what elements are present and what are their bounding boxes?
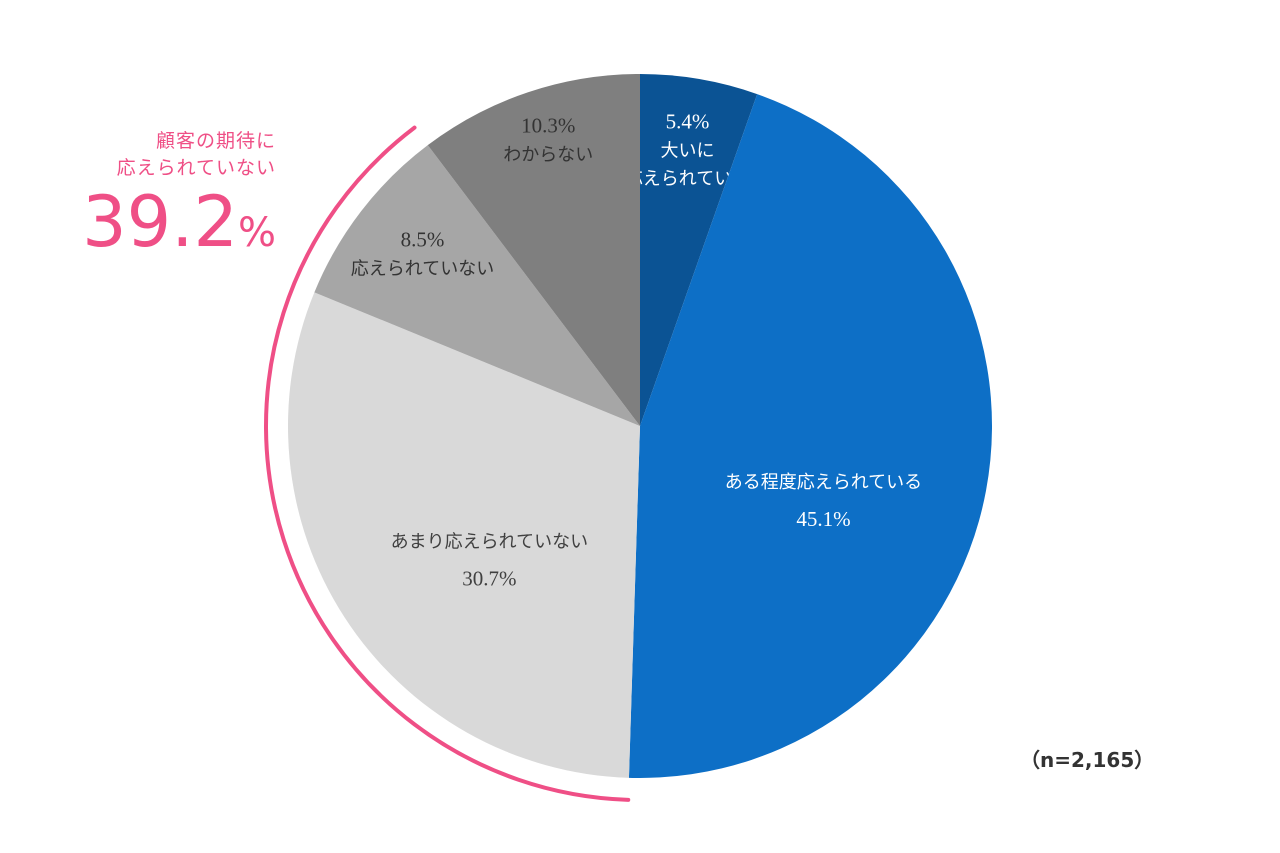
sample-size-note: （n=2,165） (1020, 748, 1155, 772)
slice-category-label: わからない (503, 144, 593, 165)
slice-category-label: 応えられている (625, 168, 750, 189)
slice-label-group: 8.5% 応えられていない (351, 227, 494, 279)
pie-slice (288, 292, 640, 778)
slice-value-label: 10.3% (521, 113, 575, 137)
callout-number: 39.2 (82, 181, 238, 263)
slice-label-group: ある程度応えられている 45.1% (725, 472, 922, 531)
slice-category-label: 大いに (661, 140, 715, 161)
callout-bracket-arc (264, 125, 631, 802)
slice-label-group: あまり応えられていない 30.7% (391, 532, 588, 591)
pie-slice (628, 94, 993, 778)
callout-label-line2: 応えられていない (116, 157, 276, 179)
slice-category-label: ある程度応えられている (725, 472, 922, 493)
callout-not-meeting-expectations: 顧客の期待に 応えられていない 39.2% (40, 128, 276, 271)
pie-slice (427, 74, 640, 426)
slice-value-label: 8.5% (401, 227, 445, 251)
callout-value: 39.2% (40, 184, 276, 271)
callout-label-line1: 顧客の期待に (155, 130, 276, 152)
slice-category-label: あまり応えられていない (391, 532, 588, 553)
slice-label-group: 10.3% わからない (503, 113, 593, 165)
callout-unit: % (237, 210, 276, 256)
slice-category-label: 応えられていない (351, 258, 494, 279)
pie-slice (314, 145, 640, 426)
slice-value-label: 5.4% (666, 109, 710, 133)
pie-slice (640, 74, 758, 426)
slice-value-label: 30.7% (462, 567, 516, 591)
slice-value-label: 45.1% (796, 507, 850, 531)
